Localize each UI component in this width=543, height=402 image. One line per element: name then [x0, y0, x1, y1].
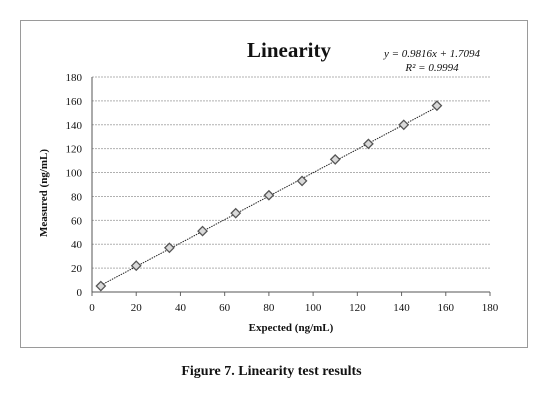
x-tick-label-160: 160: [438, 302, 455, 314]
figure-caption: Figure 7. Linearity test results: [0, 364, 543, 380]
x-tick-label-40: 40: [175, 302, 187, 314]
x-tick-label-100: 100: [305, 302, 322, 314]
data-point-8: [364, 139, 373, 148]
data-point-4: [231, 209, 240, 218]
linearity-chart: Linearity y = 0.9816x + 1.7094 R² = 0.99…: [21, 21, 529, 349]
axes: 0 20 40 60 80 100 120 140 160 180 0 20 40 60 80 100 120 1…: [66, 72, 499, 314]
chart-title: Linearity: [247, 38, 331, 62]
x-tick-label-120: 120: [349, 302, 366, 314]
chart-frame: Linearity y = 0.9816x + 1.7094 R² = 0.99…: [20, 20, 528, 348]
x-tick-label-80: 80: [263, 302, 275, 314]
data-point-6: [298, 176, 307, 185]
y-tick-label-80: 80: [71, 191, 83, 203]
data-point-3: [198, 227, 207, 236]
gridlines: [92, 77, 490, 268]
data-point-1: [132, 261, 141, 270]
data-point-10: [432, 101, 441, 110]
y-tick-label-20: 20: [71, 263, 83, 275]
data-points: [96, 101, 441, 290]
trendline-r-squared: R² = 0.9994: [404, 62, 459, 74]
x-tick-label-140: 140: [393, 302, 410, 314]
data-point-0: [96, 282, 105, 291]
y-tick-label-180: 180: [66, 72, 83, 84]
x-tick-label-180: 180: [482, 302, 499, 314]
y-tick-label-60: 60: [71, 215, 83, 227]
data-point-9: [399, 120, 408, 129]
x-axis-title: Expected (ng/mL): [249, 322, 334, 334]
data-point-7: [331, 155, 340, 164]
x-tick-label-0: 0: [89, 302, 95, 314]
y-tick-label-120: 120: [66, 144, 83, 156]
y-tick-label-40: 40: [71, 239, 83, 251]
data-point-5: [264, 191, 273, 200]
y-tick-label-100: 100: [66, 168, 83, 180]
y-tick-label-160: 160: [66, 96, 83, 108]
trendline-equation: y = 0.9816x + 1.7094: [383, 48, 481, 60]
x-tick-label-20: 20: [131, 302, 143, 314]
x-tick-label-60: 60: [219, 302, 231, 314]
y-tick-label-140: 140: [66, 120, 83, 132]
y-axis-title: Measured (ng/mL): [38, 149, 50, 237]
y-tick-label-0: 0: [77, 287, 83, 299]
